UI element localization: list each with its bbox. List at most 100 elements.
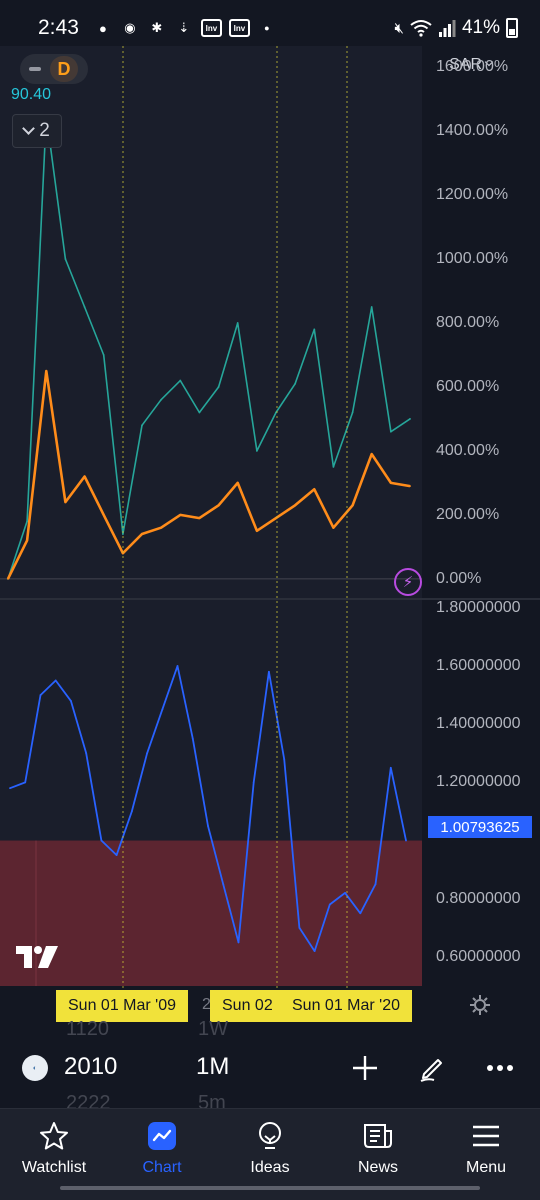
ratio-point <box>176 665 179 667</box>
interval-pill[interactable]: D <box>20 54 88 84</box>
more-button[interactable] <box>484 1052 516 1084</box>
series-count: 2 <box>39 120 50 141</box>
interval-button[interactable]: 1M <box>196 1053 230 1080</box>
add-button[interactable] <box>349 1052 381 1084</box>
threshold-zone <box>0 840 422 986</box>
ratio-point <box>39 694 42 696</box>
ratio-point <box>115 854 118 856</box>
chat-bubble-icon: ● <box>98 20 107 36</box>
plus-icon <box>353 1056 377 1080</box>
download-icon: ⇣ <box>178 20 190 35</box>
ratio-point <box>359 912 362 915</box>
chart-area[interactable]: D 90.40 2 SAR 1600.00% 1400.00% 1200.00% 10… <box>0 46 540 1026</box>
ratio-point <box>24 781 27 784</box>
symbol-logo-icon[interactable]: ◐ <box>22 1055 48 1081</box>
data-point <box>255 529 258 532</box>
lightning-icon[interactable]: ⚡︎ <box>394 568 422 596</box>
ratio-point <box>237 941 240 944</box>
nav-menu[interactable]: Menu <box>432 1109 540 1200</box>
currency-selector[interactable]: SAR <box>449 56 482 73</box>
data-point <box>141 424 143 427</box>
data-point <box>313 328 316 331</box>
investing-app-icon: Inv <box>200 19 222 37</box>
mute-icon: 🔇︎ <box>394 19 404 37</box>
news-app-icon: ✱ <box>151 20 163 35</box>
interval-picker-ghost: 1W <box>198 1018 228 1040</box>
nav-ideas[interactable]: Ideas <box>216 1109 324 1200</box>
series-line-teal <box>7 114 411 580</box>
data-point <box>370 453 373 456</box>
data-point <box>351 411 354 414</box>
data-point <box>275 411 277 414</box>
data-point <box>370 306 373 308</box>
collapse-button[interactable] <box>20 54 50 84</box>
data-point <box>26 520 29 523</box>
data-point <box>83 306 86 308</box>
nav-label: Ideas <box>250 1159 290 1176</box>
whatsapp-icon: ◉ <box>124 20 136 35</box>
price-axis-tick: 1400.00% <box>436 122 509 140</box>
data-point <box>198 411 201 414</box>
data-point <box>255 450 258 452</box>
battery-percent: 41% <box>461 17 500 38</box>
ratio-point <box>207 825 209 827</box>
gear-icon[interactable] <box>469 994 491 1016</box>
chart-toolbar: 1120 1W 2222 5m ◐ 2010 1M <box>0 1018 540 1114</box>
news-icon <box>361 1119 395 1153</box>
series-toggle-button[interactable]: 2 <box>12 114 62 148</box>
ratio-axis-tick: 1.40000000 <box>436 715 521 733</box>
nav-news[interactable]: News <box>324 1109 432 1200</box>
data-point <box>409 418 411 420</box>
interval-badge[interactable]: D <box>50 56 78 82</box>
tradingview-logo-icon <box>16 946 58 968</box>
data-point <box>236 481 239 484</box>
data-point <box>275 517 277 519</box>
bottom-nav: Watchlist Chart Ideas News Menu <box>0 1108 540 1200</box>
status-bar: 2:43 ● ◉ ✱ ⇣ Inv Inv ● 🔇︎ 41% <box>0 0 540 56</box>
data-point <box>102 513 105 516</box>
wifi-icon <box>410 20 432 37</box>
ratio-point <box>298 926 301 929</box>
symbol-button[interactable]: 2010 <box>64 1053 118 1080</box>
price-axis-tick: 1000.00% <box>436 250 509 268</box>
time-axis-label: Sun 01 Mar '09 <box>56 990 189 1022</box>
drawing-tools-button[interactable] <box>416 1052 448 1084</box>
gesture-bar <box>60 1186 480 1190</box>
ratio-axis-tick: 1.60000000 <box>436 657 521 674</box>
nav-label: Watchlist <box>21 1159 87 1176</box>
data-point <box>332 465 335 468</box>
ratio-point <box>283 758 286 760</box>
signal-icon <box>438 20 456 37</box>
chart-canvas[interactable] <box>0 46 540 1026</box>
nav-chart[interactable]: Chart <box>108 1109 216 1200</box>
ratio-point <box>389 766 392 769</box>
nav-label: Chart <box>142 1159 182 1176</box>
ratio-point <box>130 810 133 813</box>
ratio-point <box>161 708 164 711</box>
last-price-value: 90.40 <box>11 86 52 103</box>
ratio-point <box>328 903 331 906</box>
ratio-point <box>374 883 377 886</box>
ratio-point <box>146 752 148 755</box>
data-point <box>351 504 354 507</box>
price-axis-tick: 800.00% <box>436 314 500 331</box>
more-icon <box>487 1065 513 1071</box>
time-axis-label: Sun 02 <box>210 990 285 1022</box>
nav-watchlist[interactable]: Watchlist <box>0 1109 108 1200</box>
price-axis-tick: 1200.00% <box>436 186 509 204</box>
data-point <box>236 322 239 324</box>
star-icon <box>37 1119 71 1153</box>
ratio-axis-tick: 1.80000000 <box>436 598 521 616</box>
price-axis-tick: 1600.00% <box>436 58 509 76</box>
ratio-axis-tick: 0.80000000 <box>436 889 521 907</box>
data-point <box>217 386 220 388</box>
symbol-picker-ghost: 1120 <box>66 1018 110 1040</box>
nav-label: Menu <box>465 1159 507 1176</box>
data-point <box>389 430 392 433</box>
lightbulb-icon <box>253 1119 287 1153</box>
investing-app-icon: Inv <box>228 19 250 37</box>
menu-icon <box>469 1119 503 1153</box>
minus-icon <box>29 67 41 71</box>
price-axis-tick: 600.00% <box>436 377 500 395</box>
ratio-last-value-tag: 1.00793625 <box>428 816 532 838</box>
